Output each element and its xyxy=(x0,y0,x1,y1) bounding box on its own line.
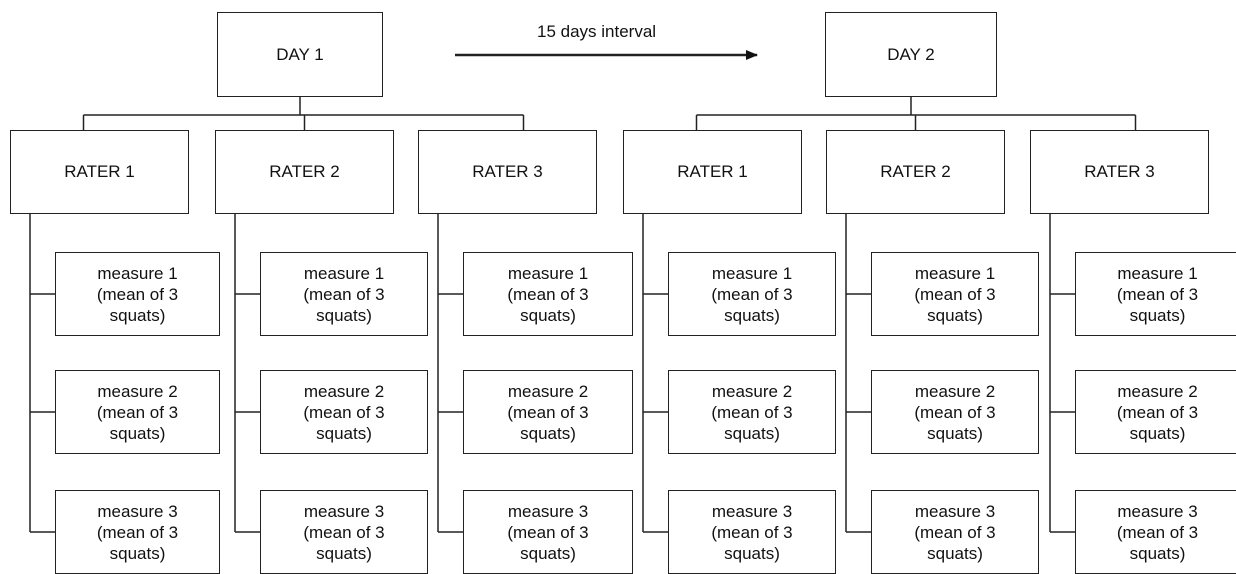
measure-name: measure 1 xyxy=(711,263,793,283)
measure-detail: (mean of 3 xyxy=(711,522,793,542)
measure-detail: squats) xyxy=(927,305,983,325)
measure-detail: (mean of 3 xyxy=(96,284,179,304)
measure-name: measure 3 xyxy=(914,501,996,521)
rater-box: RATER 1 xyxy=(623,130,802,214)
measure-name: measure 2 xyxy=(507,381,589,401)
rater-box: RATER 3 xyxy=(418,130,597,214)
measure-detail: squats) xyxy=(109,305,166,325)
measure-detail: squats) xyxy=(316,423,372,443)
rater-label: RATER 3 xyxy=(472,162,543,181)
measure-box: measure 1 (mean of 3 squats) xyxy=(260,252,428,336)
measure-detail: squats) xyxy=(316,543,372,563)
measure-box: measure 1 (mean of 3 squats) xyxy=(871,252,1039,336)
day-box-2: DAY 2 xyxy=(825,12,997,97)
measure-detail: (mean of 3 xyxy=(303,522,385,542)
measure-detail: (mean of 3 xyxy=(711,402,793,422)
measure-detail: squats) xyxy=(1129,543,1186,563)
measure-detail: (mean of 3 xyxy=(303,402,385,422)
measure-box: measure 1 (mean of 3 squats) xyxy=(55,252,220,336)
measure-box: measure 3 (mean of 3 squats) xyxy=(871,490,1039,574)
measure-box: measure 2 (mean of 3 squats) xyxy=(55,370,220,454)
measure-box: measure 2 (mean of 3 squats) xyxy=(1075,370,1236,454)
measure-box: measure 3 (mean of 3 squats) xyxy=(55,490,220,574)
measure-detail: (mean of 3 xyxy=(1116,402,1199,422)
measure-name: measure 2 xyxy=(303,381,385,401)
rater-box: RATER 1 xyxy=(10,130,189,214)
measure-box: measure 3 (mean of 3 squats) xyxy=(463,490,633,574)
measure-name: measure 1 xyxy=(914,263,996,283)
measure-detail: (mean of 3 xyxy=(914,522,996,542)
rater-box: RATER 2 xyxy=(826,130,1005,214)
rater-label: RATER 2 xyxy=(269,162,340,181)
rater-label: RATER 2 xyxy=(880,162,951,181)
measure-box: measure 2 (mean of 3 squats) xyxy=(463,370,633,454)
measure-box: measure 2 (mean of 3 squats) xyxy=(871,370,1039,454)
rater-box: RATER 2 xyxy=(215,130,394,214)
measure-detail: squats) xyxy=(724,543,780,563)
measure-detail: (mean of 3 xyxy=(914,402,996,422)
measure-name: measure 3 xyxy=(97,501,178,521)
measure-name: measure 3 xyxy=(711,501,793,521)
measure-name: measure 2 xyxy=(914,381,996,401)
measure-detail: squats) xyxy=(927,543,983,563)
rater-label: RATER 3 xyxy=(1084,162,1155,181)
rater-box: RATER 3 xyxy=(1030,130,1209,214)
measure-detail: (mean of 3 xyxy=(96,522,179,542)
measure-detail: squats) xyxy=(520,305,576,325)
measure-detail: squats) xyxy=(520,543,576,563)
interval-label: 15 days interval xyxy=(537,22,657,41)
measure-name: measure 3 xyxy=(303,501,385,521)
measure-detail: (mean of 3 xyxy=(507,522,589,542)
measure-name: measure 3 xyxy=(1117,501,1198,521)
rater-label: RATER 1 xyxy=(677,162,748,181)
measure-name: measure 2 xyxy=(711,381,793,401)
measure-detail: (mean of 3 xyxy=(303,284,385,304)
measure-detail: squats) xyxy=(109,543,166,563)
measure-detail: squats) xyxy=(724,423,780,443)
measure-detail: squats) xyxy=(109,423,166,443)
measure-box: measure 2 (mean of 3 squats) xyxy=(668,370,836,454)
measure-box: measure 3 (mean of 3 squats) xyxy=(668,490,836,574)
day-label: DAY 1 xyxy=(276,44,324,64)
day-box-1: DAY 1 xyxy=(217,12,383,97)
measure-name: measure 1 xyxy=(1117,263,1198,283)
measure-box: measure 3 (mean of 3 squats) xyxy=(260,490,428,574)
measure-detail: squats) xyxy=(927,423,983,443)
measure-detail: (mean of 3 xyxy=(711,284,793,304)
measure-name: measure 1 xyxy=(97,263,178,283)
measure-detail: (mean of 3 xyxy=(914,284,996,304)
measure-detail: squats) xyxy=(316,305,372,325)
measure-name: measure 2 xyxy=(1117,381,1198,401)
measure-name: measure 1 xyxy=(303,263,385,283)
measure-detail: (mean of 3 xyxy=(96,402,179,422)
measure-detail: (mean of 3 xyxy=(507,402,589,422)
measure-detail: squats) xyxy=(1129,423,1186,443)
measure-detail: (mean of 3 xyxy=(1116,284,1199,304)
measure-name: measure 1 xyxy=(507,263,589,283)
measure-detail: squats) xyxy=(1129,305,1186,325)
measure-detail: squats) xyxy=(520,423,576,443)
measure-box: measure 1 (mean of 3 squats) xyxy=(1075,252,1236,336)
measure-name: measure 3 xyxy=(507,501,589,521)
measure-box: measure 1 (mean of 3 squats) xyxy=(668,252,836,336)
day-label: DAY 2 xyxy=(887,44,935,64)
measure-box: measure 3 (mean of 3 squats) xyxy=(1075,490,1236,574)
measure-detail: squats) xyxy=(724,305,780,325)
measure-box: measure 1 (mean of 3 squats) xyxy=(463,252,633,336)
measure-box: measure 2 (mean of 3 squats) xyxy=(260,370,428,454)
measure-name: measure 2 xyxy=(97,381,178,401)
measure-detail: (mean of 3 xyxy=(507,284,589,304)
measure-detail: (mean of 3 xyxy=(1116,522,1199,542)
rater-label: RATER 1 xyxy=(64,162,135,181)
